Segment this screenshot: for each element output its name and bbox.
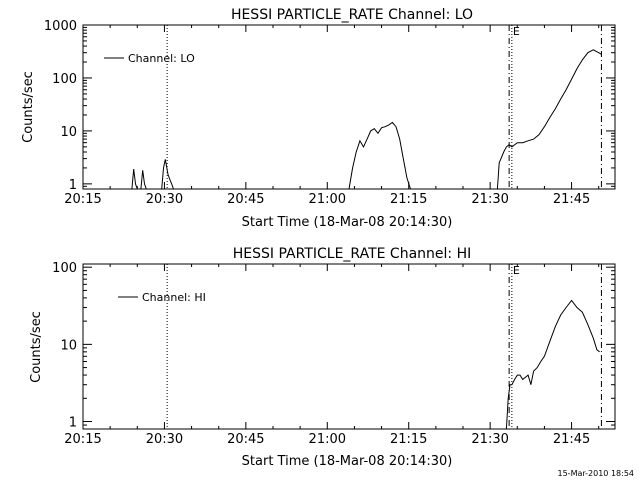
x-tick-label: 21:45: [553, 432, 590, 447]
plot-frame-lo: [82, 24, 616, 190]
marker-label: E: [513, 25, 520, 38]
x-tick-label: 21:15: [390, 432, 427, 447]
series-line-lo: [348, 121, 411, 190]
x-tick-label: 20:45: [227, 432, 264, 447]
chart-title-hi: HESSI PARTICLE_RATE Channel: HI: [233, 246, 471, 262]
x-tick-label: 21:30: [471, 192, 508, 207]
x-tick-label: 20:30: [146, 432, 183, 447]
plot-frame-hi: [82, 263, 616, 430]
x-tick-label: 21:15: [390, 192, 427, 207]
chart-title-lo: HESSI PARTICLE_RATE Channel: LO: [231, 7, 473, 23]
x-tick-label: 20:45: [227, 192, 264, 207]
y-tick-label: 1: [69, 416, 77, 431]
legend-label-lo: Channel: LO: [128, 52, 195, 65]
series-line-hi: [505, 299, 600, 430]
series-line-lo: [140, 170, 147, 190]
x-tick-label: 21:00: [309, 192, 346, 207]
x-tick-label: 20:15: [64, 192, 101, 207]
panel-hi: HESSI PARTICLE_RATE Channel: HI Start Ti…: [29, 246, 616, 469]
timestamp: 15-Mar-2010 18:54: [558, 469, 635, 478]
x-axis-label-lo: Start Time (18-Mar-08 20:14:30): [242, 215, 453, 230]
marker-label: E: [513, 264, 520, 277]
y-tick-label: 10: [60, 125, 77, 140]
x-tick-label: 21:30: [471, 432, 508, 447]
y-tick-label: 1: [69, 178, 77, 193]
x-tick-label: 20:15: [64, 432, 101, 447]
series-line-lo: [161, 159, 174, 190]
x-tick-label: 21:00: [309, 432, 346, 447]
x-tick-label: 21:45: [553, 192, 590, 207]
series-line-lo: [131, 169, 138, 190]
x-tick-label: 20:30: [146, 192, 183, 207]
panel-lo: HESSI PARTICLE_RATE Channel: LO Start Ti…: [21, 7, 616, 230]
legend-label-hi: Channel: HI: [142, 291, 206, 304]
y-axis-label-hi: Counts/sec: [29, 311, 44, 383]
y-axis-label-lo: Counts/sec: [21, 71, 36, 143]
y-tick-label: 100: [52, 261, 77, 276]
y-tick-label: 1000: [44, 19, 77, 34]
y-tick-label: 100: [52, 72, 77, 87]
series-line-lo: [496, 49, 602, 190]
y-tick-label: 10: [60, 338, 77, 353]
x-axis-label-hi: Start Time (18-Mar-08 20:14:30): [242, 454, 453, 469]
